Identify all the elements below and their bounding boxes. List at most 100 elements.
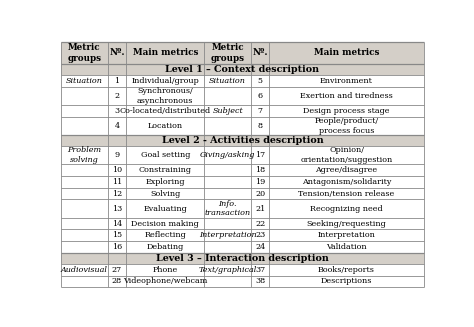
Bar — [61, 218, 108, 230]
Text: Audiovisual: Audiovisual — [61, 266, 108, 274]
Bar — [108, 230, 126, 241]
Text: Agree/disagree: Agree/disagree — [316, 166, 378, 174]
Text: Books/reports: Books/reports — [318, 266, 375, 274]
Bar — [204, 218, 251, 230]
Text: Environment: Environment — [320, 77, 373, 85]
Bar — [61, 75, 108, 87]
Bar — [126, 164, 204, 176]
Text: Descriptions: Descriptions — [321, 277, 372, 285]
Text: 15: 15 — [112, 231, 122, 239]
Bar — [269, 188, 424, 199]
Text: Problem
solving: Problem solving — [67, 146, 101, 164]
Text: Constraining: Constraining — [139, 166, 191, 174]
Text: 8: 8 — [258, 122, 263, 130]
Text: Phone: Phone — [153, 266, 178, 274]
Bar — [269, 75, 424, 87]
Text: Recognizing need: Recognizing need — [310, 205, 383, 213]
Bar — [108, 176, 126, 188]
Text: 23: 23 — [255, 231, 265, 239]
Bar — [204, 146, 251, 164]
Text: Interpretation: Interpretation — [318, 231, 375, 239]
Bar — [126, 230, 204, 241]
Bar — [108, 105, 126, 117]
Text: 1: 1 — [114, 77, 119, 85]
Text: Antagonism/solidarity: Antagonism/solidarity — [302, 178, 391, 186]
Bar — [269, 164, 424, 176]
Bar — [204, 230, 251, 241]
Bar — [251, 241, 269, 253]
Bar — [61, 87, 108, 105]
Bar — [126, 75, 204, 87]
Bar — [251, 188, 269, 199]
Text: Subject: Subject — [212, 107, 243, 115]
Text: 4: 4 — [114, 122, 119, 130]
Bar — [61, 176, 108, 188]
Bar — [108, 188, 126, 199]
Text: Videophone/webcam: Videophone/webcam — [123, 277, 208, 285]
Text: 9: 9 — [114, 151, 119, 159]
Bar — [126, 146, 204, 164]
Bar — [61, 135, 424, 146]
Bar — [251, 199, 269, 218]
Bar — [204, 188, 251, 199]
Bar — [251, 146, 269, 164]
Bar — [61, 105, 108, 117]
Text: People/product/
process focus: People/product/ process focus — [314, 117, 379, 134]
Text: 18: 18 — [255, 166, 265, 174]
Bar — [204, 241, 251, 253]
Bar — [61, 241, 108, 253]
Text: Info.
transaction: Info. transaction — [205, 200, 251, 217]
Bar — [204, 176, 251, 188]
Bar — [126, 218, 204, 230]
Text: Decision making: Decision making — [131, 219, 199, 228]
Text: 19: 19 — [255, 178, 265, 186]
Bar — [251, 176, 269, 188]
Bar — [61, 146, 108, 164]
Bar — [126, 105, 204, 117]
Text: Nº.: Nº. — [253, 48, 268, 58]
Text: 10: 10 — [112, 166, 122, 174]
Text: Opinion/
orientation/suggestion: Opinion/ orientation/suggestion — [301, 146, 392, 164]
Bar — [108, 199, 126, 218]
Bar — [61, 199, 108, 218]
Text: Main metrics: Main metrics — [133, 48, 198, 58]
Text: Level 2 - Activities description: Level 2 - Activities description — [162, 136, 323, 145]
Bar — [269, 105, 424, 117]
Text: 14: 14 — [112, 219, 122, 228]
Bar — [61, 164, 108, 176]
Bar — [251, 218, 269, 230]
Bar — [108, 117, 126, 135]
Bar — [269, 264, 424, 276]
Text: Metric
groups: Metric groups — [67, 43, 101, 63]
Bar — [269, 87, 424, 105]
Text: Tension/tension release: Tension/tension release — [299, 190, 395, 198]
Text: 11: 11 — [112, 178, 122, 186]
Bar — [61, 253, 424, 264]
Text: Level 1 – Context description: Level 1 – Context description — [165, 65, 319, 74]
Text: Level 3 – Interaction description: Level 3 – Interaction description — [156, 254, 329, 263]
Bar — [251, 164, 269, 176]
Bar — [204, 87, 251, 105]
Bar — [269, 117, 424, 135]
Text: 17: 17 — [255, 151, 265, 159]
Bar — [108, 87, 126, 105]
Text: 22: 22 — [255, 219, 265, 228]
Bar — [269, 176, 424, 188]
Bar — [269, 218, 424, 230]
Bar — [108, 42, 126, 64]
Bar — [108, 146, 126, 164]
Bar — [269, 199, 424, 218]
Bar — [251, 276, 269, 287]
Text: 27: 27 — [112, 266, 122, 274]
Text: 12: 12 — [112, 190, 122, 198]
Text: Design process stage: Design process stage — [303, 107, 390, 115]
Text: Metric
groups: Metric groups — [210, 43, 245, 63]
Text: Individual/group: Individual/group — [131, 77, 199, 85]
Bar — [61, 64, 424, 75]
Bar — [126, 264, 204, 276]
Text: 16: 16 — [112, 243, 122, 251]
Text: Nº.: Nº. — [109, 48, 125, 58]
Text: 2: 2 — [114, 92, 119, 100]
Text: Seeking/requesting: Seeking/requesting — [307, 219, 386, 228]
Bar — [108, 276, 126, 287]
